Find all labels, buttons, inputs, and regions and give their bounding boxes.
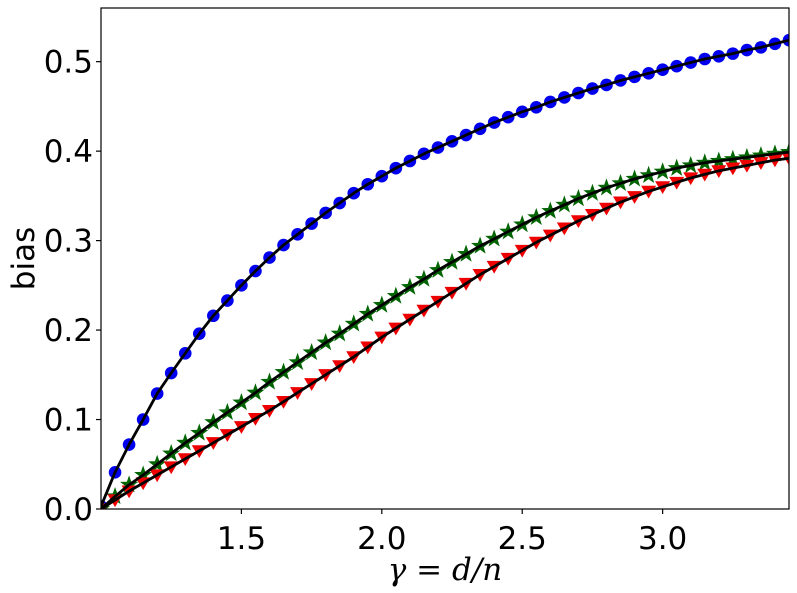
y-axis-label: bias	[6, 227, 42, 290]
y-tick-label: 0.2	[44, 313, 93, 349]
y-tick-label: 0.4	[44, 134, 93, 170]
y-tick-label: 0.0	[44, 492, 93, 528]
x-tick-label: 2.0	[357, 521, 406, 557]
x-tick-label: 1.5	[217, 521, 266, 557]
y-axis-ticks: 0.0 0.1 0.2 0.3 0.4 0.5	[44, 45, 101, 528]
plot-marks	[101, 33, 789, 509]
curve-star	[101, 150, 789, 509]
x-tick-label: 2.5	[498, 521, 547, 557]
curve-circle	[101, 38, 789, 507]
x-tick-label: 3.0	[638, 521, 687, 557]
curve-triangle-down	[101, 156, 789, 509]
y-tick-label: 0.5	[44, 45, 93, 81]
plot-frame	[100, 7, 790, 510]
x-axis-ticks: 1.5 2.0 2.5 3.0	[217, 509, 687, 557]
y-tick-label: 0.1	[44, 403, 93, 439]
x-axis-label: γ = d/n	[388, 552, 502, 588]
y-tick-label: 0.3	[44, 224, 93, 260]
series-circle	[101, 33, 789, 509]
